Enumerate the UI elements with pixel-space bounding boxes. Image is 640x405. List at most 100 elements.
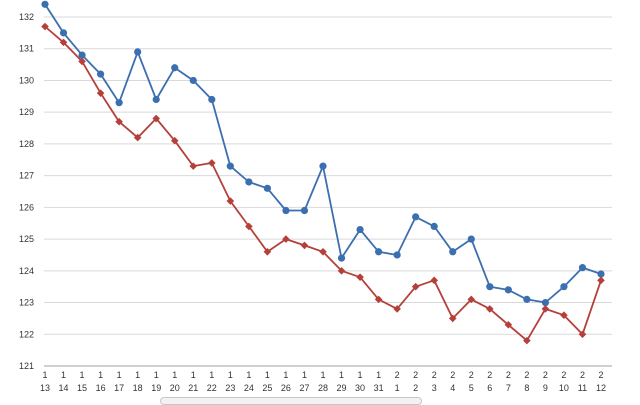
x-tick-label-top: 2 [543,370,548,380]
x-tick-label-top: 1 [376,370,381,380]
data-point [578,264,587,272]
y-tick-label: 124 [19,266,34,276]
x-tick-label-top: 2 [487,370,492,380]
x-tick-label-bottom: 20 [170,383,180,393]
x-tick-label-bottom: 31 [374,383,384,393]
y-tick-label: 128 [19,139,34,149]
data-point [504,320,513,329]
data-point [578,330,587,339]
data-point [226,162,234,170]
data-point [152,95,160,104]
x-tick-label-bottom: 29 [337,383,347,393]
x-tick-label-top: 1 [191,370,196,380]
data-point [59,29,68,37]
data-point [208,95,216,104]
x-tick-label-top: 1 [135,370,140,380]
x-tick-label-bottom: 23 [225,383,235,393]
data-point [152,114,160,123]
data-point [337,267,346,275]
horizontal-scrollbar[interactable] [160,397,422,405]
x-tick-label-top: 2 [598,370,603,380]
data-point [374,295,383,304]
data-point [263,247,272,256]
series-line [44,25,602,342]
x-tick-label-bottom: 11 [578,383,587,393]
x-tick-label-top: 2 [413,370,418,380]
y-axis-ticks: 121 122 123 124 125 126 127 128 129 130 131 132 [19,12,34,371]
y-tick-label: 123 [19,298,34,308]
x-tick-label-bottom: 25 [262,383,272,393]
x-tick-label-bottom: 26 [281,383,291,393]
data-point [226,197,235,205]
data-point [467,295,476,304]
x-tick-label-top: 1 [228,370,233,380]
data-point [393,305,401,313]
y-tick-label: 126 [19,202,34,212]
x-tick-label-top: 1 [209,370,214,380]
x-tick-label-bottom: 22 [207,383,217,393]
x-tick-label-bottom: 15 [77,383,87,393]
x-tick-label-bottom: 14 [59,383,69,393]
data-point [467,235,475,243]
x-tick-label-top: 2 [450,370,455,380]
y-tick-label: 122 [19,329,34,339]
x-tick-label-bottom: 7 [506,383,511,393]
data-point [59,38,68,47]
x-tick-label-bottom: 6 [487,383,492,393]
data-point [319,162,327,170]
data-point [245,178,253,186]
y-tick-label: 127 [19,171,34,181]
y-tick-label: 130 [19,75,34,85]
data-point [319,247,327,256]
x-tick-label-bottom: 3 [432,383,437,393]
x-tick-label-top: 1 [61,370,66,380]
x-tick-label-bottom: 9 [543,383,548,393]
data-point [411,282,420,291]
x-tick-label-top: 2 [432,370,437,380]
data-point [430,276,438,285]
y-tick-label: 125 [19,234,34,244]
data-point [96,89,105,97]
x-tick-label-top: 1 [172,370,177,380]
data-point [282,235,290,243]
data-point [134,48,142,56]
y-tick-label: 121 [19,361,34,371]
x-tick-label-bottom: 5 [469,383,474,393]
data-point [541,305,550,313]
x-tick-label-top: 2 [561,370,566,380]
data-point [597,270,605,278]
data-point [78,57,86,66]
data-point [115,99,123,107]
data-point [300,206,309,215]
data-point [486,305,494,313]
data-point [597,276,605,285]
data-point [263,184,271,192]
data-point [412,213,420,221]
x-tick-label-top: 2 [395,370,400,380]
data-point [133,133,142,142]
x-tick-label-bottom: 18 [133,383,143,393]
series-1 [41,0,605,307]
y-tick-label: 129 [19,107,34,117]
x-tick-label-top: 1 [320,370,325,380]
data-point [448,314,457,323]
x-tick-label-bottom: 16 [96,383,106,393]
x-tick-label-bottom: 4 [450,383,455,393]
data-point [541,298,550,307]
data-point [449,248,457,256]
x-tick-label-top: 2 [469,370,474,380]
x-tick-label-bottom: 10 [559,383,569,393]
series-2 [41,22,605,345]
data-point [41,22,49,31]
data-point [337,254,346,262]
x-tick-label-top: 1 [246,370,251,380]
data-point [375,248,383,256]
data-point [486,283,494,291]
x-tick-label-bottom: 2 [413,383,418,393]
x-tick-label-top: 1 [339,370,344,380]
data-point [282,206,290,215]
x-tick-label-bottom: 21 [188,383,198,393]
data-point [356,225,364,234]
data-point [189,162,198,170]
